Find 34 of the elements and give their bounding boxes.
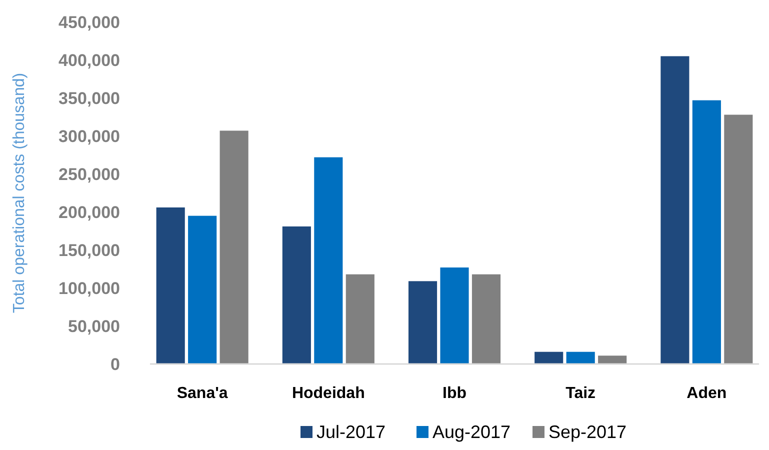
x-tick-label: Taiz xyxy=(566,385,596,402)
y-tick-label: 350,000 xyxy=(58,88,120,108)
bar xyxy=(724,114,753,364)
bar xyxy=(346,274,374,364)
y-tick-label: 50,000 xyxy=(68,316,120,336)
legend-label: Sep-2017 xyxy=(548,422,627,442)
x-tick-label: Ibb xyxy=(442,385,467,402)
bar xyxy=(598,356,627,364)
bar xyxy=(220,130,248,364)
y-tick-label: 300,000 xyxy=(58,126,120,146)
bar xyxy=(534,352,564,364)
legend-label: Jul-2017 xyxy=(316,422,386,442)
bar xyxy=(282,226,311,364)
bar xyxy=(566,352,595,364)
y-tick-label: 400,000 xyxy=(58,50,120,70)
bar xyxy=(188,216,217,364)
legend-label: Aug-2017 xyxy=(432,422,511,442)
bar xyxy=(472,274,501,364)
bar xyxy=(156,207,185,364)
x-tick-label: Hodeidah xyxy=(292,385,365,402)
bar xyxy=(660,56,690,364)
y-tick-label: 200,000 xyxy=(58,202,120,222)
y-axis-title: Total operational costs (thousand) xyxy=(11,72,28,314)
y-tick-label: 0 xyxy=(110,354,120,374)
y-tick-label: 100,000 xyxy=(58,278,120,298)
bar xyxy=(692,100,721,364)
y-tick-label: 450,000 xyxy=(58,12,120,32)
y-tick-label: 250,000 xyxy=(58,164,120,184)
bar xyxy=(408,281,438,364)
x-tick-label: Aden xyxy=(686,385,727,402)
bar xyxy=(314,157,343,364)
x-tick-label: Sana'a xyxy=(176,385,228,402)
y-tick-label: 150,000 xyxy=(58,240,120,260)
bar xyxy=(440,267,469,364)
